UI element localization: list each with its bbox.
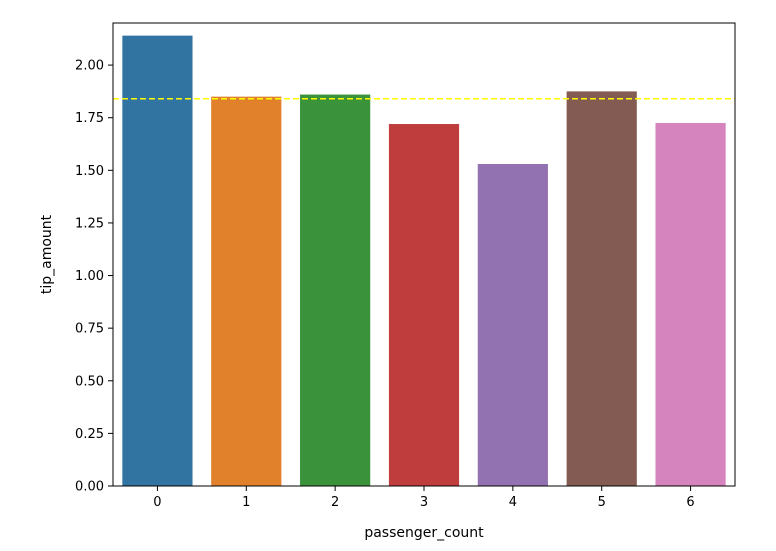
x-tick-label: 1 [242,495,250,510]
y-tick-label: 0.50 [75,374,104,389]
y-tick-label: 0.75 [75,322,104,337]
y-tick-label: 1.75 [75,111,104,126]
plot-frame [112,22,736,487]
bar-4 [477,164,548,486]
x-tick-label: 5 [598,495,606,510]
y-tick-label: 0.00 [75,480,104,495]
bars-group [122,35,726,487]
y-axis-label: tip_amount [39,214,55,294]
y-tick-label: 0.25 [75,427,104,442]
bar-0 [122,35,193,487]
bar-6 [655,122,726,486]
y-tick-label: 1.25 [75,216,104,231]
x-tick-label: 4 [509,495,517,510]
x-axis-label: passenger_count [364,525,484,541]
x-tick-label: 3 [420,495,428,510]
bar-5 [566,91,637,486]
x-tick-label: 2 [331,495,339,510]
y-tick-label: 2.00 [75,59,104,74]
x-tick-label: 0 [153,495,161,510]
y-axis-ticks: 0.00 0.25 0.50 0.75 1.00 1.25 1.50 1.75 2.00 [75,59,113,495]
bar-1 [211,96,282,486]
bar-2 [300,94,371,487]
x-axis-ticks: 0 1 2 3 4 5 6 [153,486,695,510]
y-tick-label: 1.50 [75,164,104,179]
x-tick-label: 6 [686,495,694,510]
bar-3 [388,124,460,486]
y-tick-label: 1.00 [75,269,104,284]
